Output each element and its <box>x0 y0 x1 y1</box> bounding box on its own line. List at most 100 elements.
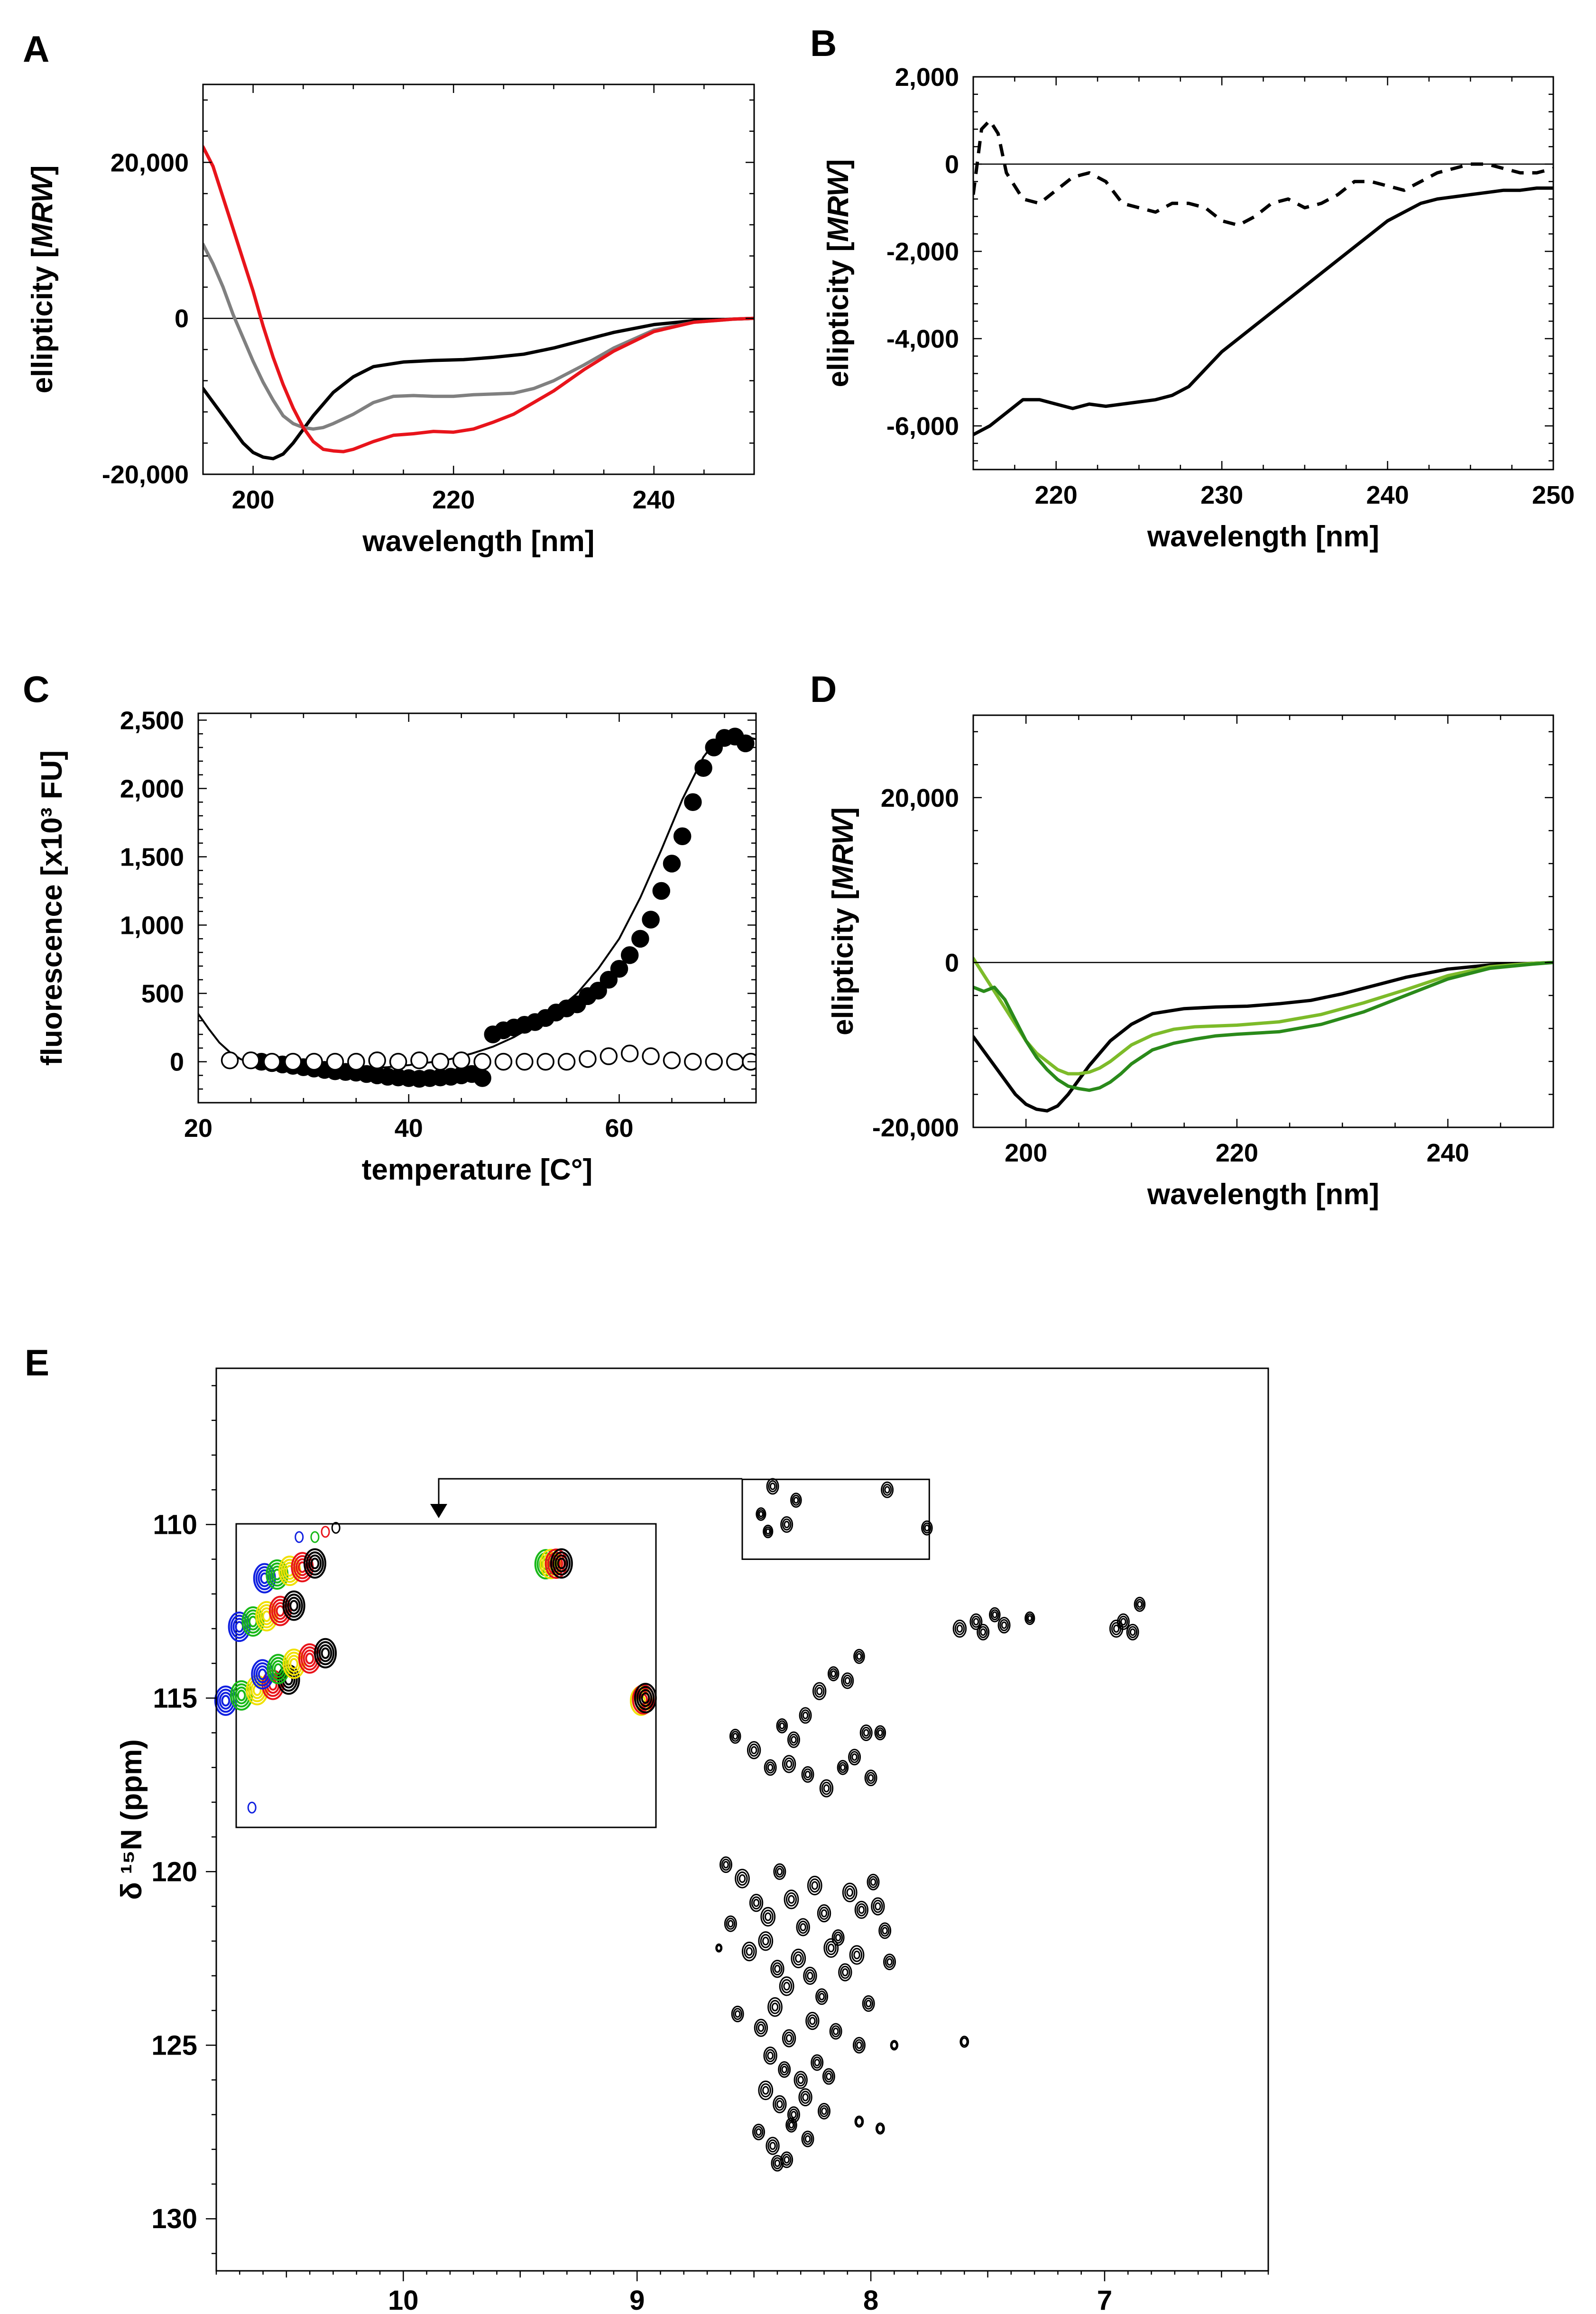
nmr-peak <box>854 1900 869 1919</box>
x-tick-label: 220 <box>432 486 475 514</box>
nmr-peak-contour <box>832 2028 839 2035</box>
nmr-peak-contour <box>757 1509 765 1519</box>
nmr-peak-contour <box>878 1922 892 1939</box>
inset-peak-contour <box>557 1558 566 1569</box>
nmr-peak-contour <box>760 2083 771 2098</box>
nmr-peak-contour <box>798 1920 808 1934</box>
nmr-peak-contour <box>838 1963 852 1982</box>
y-tick-label: 1,500 <box>120 843 184 871</box>
nmr-peak-contour <box>756 2021 766 2035</box>
data-point-filled <box>631 930 649 948</box>
nmr-peak <box>1116 1613 1130 1630</box>
nmr-peak-contour <box>856 1903 867 1917</box>
nmr-peak <box>803 1966 817 1985</box>
nmr-peak-contour <box>883 1954 896 1971</box>
nmr-peak-contour <box>856 1653 862 1660</box>
data-point-open <box>600 1047 618 1065</box>
nmr-peak <box>837 1760 849 1775</box>
nmr-peak-contour <box>764 1526 772 1537</box>
series-line-dark-green <box>973 960 1553 1092</box>
nmr-peak-contour <box>829 2023 842 2040</box>
nmr-peak-contour <box>767 2051 774 2060</box>
connector-arrowhead <box>430 1504 447 1518</box>
nmr-peak <box>1134 1596 1146 1612</box>
nmr-peak <box>807 1875 822 1896</box>
nmr-peak <box>822 2068 835 2085</box>
nmr-peak-contour <box>757 2024 765 2032</box>
nmr-peak-contour <box>954 1622 965 1635</box>
nmr-peak-contour <box>803 1768 812 1781</box>
nmr-peak-contour <box>763 1524 774 1539</box>
panel-D: D 200 220 240 -20,000 0 20,000 wavelength [nm] e… <box>810 668 1554 1211</box>
inset-peak <box>228 1612 251 1642</box>
inset-peak <box>282 1590 305 1621</box>
nmr-peak <box>760 1907 776 1927</box>
nmr-peak-contour <box>875 1902 881 1911</box>
data-point-open <box>368 1051 386 1069</box>
nmr-peak-contour <box>784 1890 799 1909</box>
inset-speck <box>247 1801 257 1814</box>
nmr-peak-contour <box>848 1749 861 1766</box>
series-line-black <box>973 960 1553 1113</box>
y-axis-title-part: ] <box>26 165 59 175</box>
nmr-peak <box>785 2117 797 2133</box>
nmr-peak <box>758 2080 774 2101</box>
nmr-peak <box>798 2088 812 2107</box>
nmr-peak-contour <box>787 1731 800 1748</box>
nmr-peak-contour <box>804 1770 811 1779</box>
nmr-peak-contour <box>800 2091 811 2104</box>
nmr-peak-contour <box>863 1729 869 1737</box>
nmr-peak-contour <box>802 1712 809 1719</box>
nmr-peak-contour <box>952 1619 967 1638</box>
nmr-peak <box>796 1918 810 1936</box>
nmr-peak-contour <box>775 2097 785 2111</box>
nmr-peak-contour <box>803 2133 812 2145</box>
nmr-peak-contour <box>849 1945 865 1965</box>
nmr-peak-contour <box>876 1727 885 1739</box>
nmr-peak <box>776 1718 788 1733</box>
nmr-peak-contour <box>772 1962 783 1976</box>
panel-label-A: A <box>23 28 49 70</box>
ticks-D <box>972 715 1554 1128</box>
inset-peak-contour <box>255 1601 278 1632</box>
y-tick-label: 2,000 <box>120 774 184 803</box>
inset-peak-contour <box>636 1686 655 1710</box>
data-point-open <box>516 1052 534 1071</box>
nmr-peak <box>1126 1623 1139 1641</box>
inset-peak-contour <box>303 1548 326 1579</box>
data-point-filled <box>589 982 607 1000</box>
data-point-filled <box>684 793 702 811</box>
y-tick-label: 0 <box>945 150 959 179</box>
nmr-peak-contour <box>999 1619 1009 1632</box>
x-tick-label: 250 <box>1532 481 1575 509</box>
nmr-peak <box>823 1938 839 1958</box>
inset-peak <box>634 1683 657 1714</box>
nmr-peak-contour <box>782 2029 796 2047</box>
nmr-peak-contour <box>924 1524 930 1531</box>
nmr-peak-contour <box>793 1496 799 1504</box>
nmr-peak-contour <box>828 1944 835 1953</box>
nmr-peak-contour <box>785 1892 797 1907</box>
nmr-peak-contour <box>873 1899 883 1913</box>
panel-C: C 20 40 60 0 500 1,000 1,500 2,000 2,500 temperatu… <box>23 668 757 1186</box>
nmr-peak-contour <box>756 2128 762 2136</box>
y-tick-label: -20,000 <box>102 461 189 489</box>
nmr-peak-contour <box>876 2124 884 2133</box>
nmr-peak-contour <box>771 2155 784 2172</box>
nmr-peak-contour <box>801 2130 814 2148</box>
nmr-peak-contour <box>781 1979 793 1993</box>
nmr-peak-contour <box>881 1481 894 1498</box>
nmr-peak-contour <box>830 1670 837 1678</box>
data-point-open <box>536 1052 554 1071</box>
nmr-peak-contour <box>856 2041 862 2049</box>
nmr-peak <box>779 1976 794 1996</box>
nmr-peak-contour <box>821 1781 832 1795</box>
nmr-peak-contour <box>802 2093 809 2102</box>
inset-peak-contour <box>268 1595 292 1626</box>
x-tick-label: 230 <box>1200 481 1243 509</box>
nmr-peak-contour <box>853 1649 865 1664</box>
y-tick-label: 20,000 <box>111 148 189 177</box>
inset-speck <box>295 1531 304 1543</box>
inset-peak-contour <box>554 1554 569 1573</box>
nmr-peak <box>773 2095 787 2113</box>
